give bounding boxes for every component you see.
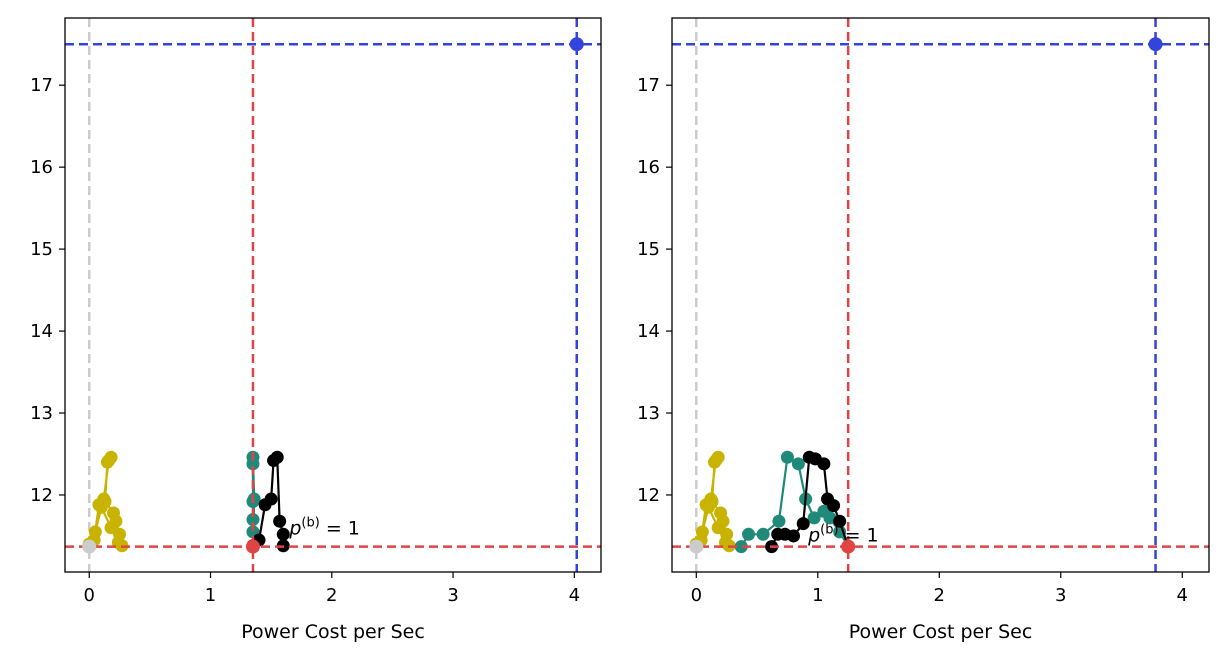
annotation-symbol: p xyxy=(807,525,820,547)
y-tick-label: 17 xyxy=(637,75,660,96)
y-tick-label: 12 xyxy=(637,485,660,506)
series-point-black xyxy=(270,450,284,464)
series-point-teal xyxy=(772,514,786,528)
series-point-yellow xyxy=(100,455,114,469)
x-tick-label: 0 xyxy=(84,585,95,606)
y-tick-label: 15 xyxy=(30,239,53,260)
y-tick-label: 17 xyxy=(30,75,53,96)
y-tick-label: 16 xyxy=(30,157,53,178)
x-tick-label: 4 xyxy=(569,585,580,606)
plot-area xyxy=(65,18,601,572)
series-point-black xyxy=(276,527,290,541)
y-tick-label: 14 xyxy=(30,321,53,342)
annotation-superscript: (b) xyxy=(301,515,319,530)
series-point-black xyxy=(786,529,800,543)
annotation-symbol: p xyxy=(288,517,301,539)
plot-frame xyxy=(671,17,1210,573)
y-tick-label: 12 xyxy=(30,485,53,506)
series-point-black xyxy=(817,457,831,471)
series-point-black xyxy=(273,514,287,528)
annotation-superscript: (b) xyxy=(820,523,838,538)
y-tick-label: 14 xyxy=(637,321,660,342)
series-point-teal xyxy=(791,457,805,471)
series-point-yellow xyxy=(104,521,118,535)
highlight-point-red xyxy=(841,539,856,554)
x-tick-label: 0 xyxy=(691,585,702,606)
x-tick-label: 2 xyxy=(326,585,337,606)
series-point-yellow xyxy=(701,500,715,514)
series-point-black xyxy=(264,492,278,506)
plot-frame xyxy=(64,17,602,573)
x-axis-label: Power Cost per Sec xyxy=(849,621,1033,643)
series-point-teal xyxy=(807,511,821,525)
y-tick-label: 13 xyxy=(637,403,660,424)
series-point-yellow xyxy=(88,525,102,539)
series-point-teal xyxy=(246,513,260,527)
annotation-text: p(b) = 1 xyxy=(288,515,360,539)
series-point-teal xyxy=(756,527,770,541)
series-point-black xyxy=(827,499,841,513)
series-point-yellow xyxy=(711,521,725,535)
series-point-black xyxy=(833,514,847,528)
annotation-value: = 1 xyxy=(839,525,879,547)
plot-area xyxy=(672,18,1209,572)
series-point-yellow xyxy=(695,525,709,539)
series-point-yellow xyxy=(708,455,722,469)
x-tick-label: 1 xyxy=(205,585,216,606)
x-tick-label: 2 xyxy=(934,585,945,606)
x-tick-label: 1 xyxy=(812,585,823,606)
y-tick-label: 16 xyxy=(637,157,660,178)
annotation-text: p(b) = 1 xyxy=(807,523,879,547)
highlight-point-blue xyxy=(1148,37,1163,52)
x-tick-label: 3 xyxy=(447,585,458,606)
series-point-teal xyxy=(734,540,748,554)
y-tick-label: 15 xyxy=(637,239,660,260)
series-point-teal xyxy=(742,527,756,541)
highlight-point-blue xyxy=(569,37,584,52)
highlight-point-gray xyxy=(82,539,97,554)
x-axis-label: Power Cost per Sec xyxy=(241,621,425,643)
series-point-teal xyxy=(780,450,794,464)
highlight-point-gray xyxy=(689,539,704,554)
x-tick-label: 4 xyxy=(1177,585,1188,606)
annotation-value: = 1 xyxy=(320,517,360,539)
highlight-point-red xyxy=(245,539,260,554)
series-point-black xyxy=(796,517,810,531)
x-tick-label: 3 xyxy=(1055,585,1066,606)
series-point-yellow xyxy=(94,500,108,514)
y-tick-label: 13 xyxy=(30,403,53,424)
